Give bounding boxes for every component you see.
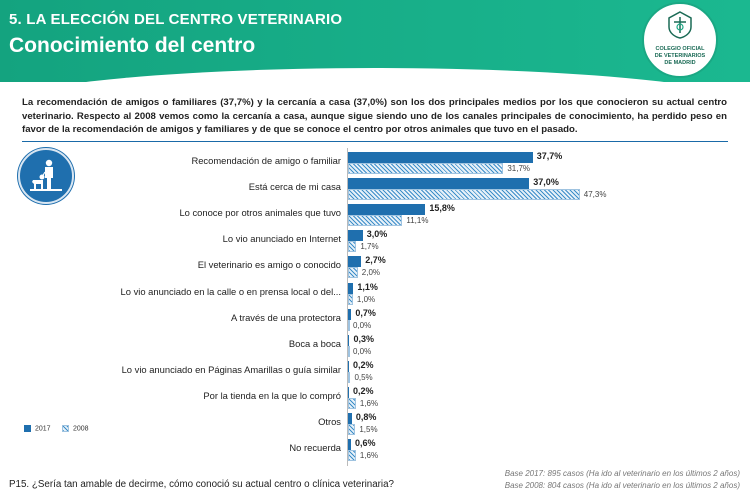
data-label-2008: 1,6% bbox=[359, 398, 379, 408]
data-label-2008: 2,0% bbox=[361, 268, 381, 278]
legend-item-2008: 2008 bbox=[62, 425, 89, 432]
bar-2008 bbox=[348, 371, 351, 383]
data-label-2017: 0,3% bbox=[353, 333, 374, 344]
category-label: Está cerca de mi casa bbox=[248, 181, 341, 193]
data-label-2008: 1,7% bbox=[360, 242, 379, 252]
data-label-2008: 0,0% bbox=[353, 346, 372, 356]
category-label: A través de una protectora bbox=[231, 311, 341, 323]
section-title: 5. LA ELECCIÓN DEL CENTRO VETERINARIO bbox=[9, 11, 343, 28]
data-label-2008: 11,1% bbox=[406, 216, 429, 226]
data-label-2008: 1,6% bbox=[359, 451, 379, 461]
bar-2017 bbox=[348, 256, 362, 268]
bar-2008 bbox=[348, 319, 350, 331]
bar-2017 bbox=[348, 282, 354, 294]
category-label: Recomendación de amigo o familiar bbox=[191, 155, 341, 166]
data-label-2017: 0,7% bbox=[355, 307, 376, 318]
bar-2017 bbox=[348, 178, 530, 190]
bar-2017 bbox=[348, 308, 352, 320]
bar-2008 bbox=[348, 397, 356, 409]
data-label-2008: 0,5% bbox=[354, 372, 373, 382]
data-label-2017: 37,7% bbox=[536, 151, 563, 161]
data-label-2017: 37,0% bbox=[533, 177, 559, 188]
category-label: Por la tienda en la que lo compró bbox=[203, 389, 341, 401]
bar-2017 bbox=[348, 439, 351, 451]
college-logo: COLEGIO OFICIAL DE VETERINARIOS DE MADRI… bbox=[642, 2, 718, 78]
data-label-2017: 0,2% bbox=[353, 359, 374, 370]
data-label-2008: 31,7% bbox=[507, 164, 531, 173]
base-note-2008: Base 2008: 804 casos (Ha ido al veterina… bbox=[504, 481, 740, 490]
bar-2017 bbox=[348, 413, 352, 424]
bar-2017 bbox=[348, 230, 363, 242]
category-label: Lo vio anunciado en Páginas Amarillas o … bbox=[121, 363, 341, 375]
header-banner: 5. LA ELECCIÓN DEL CENTRO VETERINARIO Co… bbox=[0, 0, 750, 82]
bar-2008 bbox=[348, 189, 580, 201]
page-title: Conocimiento del centro bbox=[9, 34, 256, 57]
data-label-2017: 0,2% bbox=[353, 385, 374, 396]
bar-2008 bbox=[348, 267, 358, 279]
base-note-2017: Base 2017: 895 casos (Ha ido al veterina… bbox=[504, 469, 740, 478]
category-label: Lo vio anunciado en Internet bbox=[222, 233, 341, 245]
intro-paragraph: La recomendación de amigos o familiares … bbox=[22, 97, 727, 135]
logo-text-line-2: DE VETERINARIOS bbox=[654, 53, 706, 59]
chart-axis-line bbox=[347, 148, 348, 466]
bar-2008 bbox=[348, 345, 350, 357]
data-label-2017: 15,8% bbox=[429, 203, 455, 214]
legend-label-2008: 2008 bbox=[73, 425, 89, 433]
legend-label-2017: 2017 bbox=[35, 425, 51, 433]
bar-2008 bbox=[348, 450, 356, 462]
category-label: El veterinario es amigo o conocido bbox=[197, 259, 341, 271]
category-label: Lo conoce por otros animales que tuvo bbox=[179, 207, 341, 219]
data-label-2008: 1,0% bbox=[356, 294, 376, 304]
logo-text-line-1: COLEGIO OFICIAL bbox=[655, 46, 705, 52]
category-label: No recuerda bbox=[289, 442, 341, 454]
bar-2017 bbox=[348, 152, 533, 163]
category-label: Boca a boca bbox=[288, 337, 341, 349]
category-label: Lo vio anunciado en la calle o en prensa… bbox=[120, 285, 341, 297]
data-label-2008: 47,3% bbox=[583, 190, 607, 200]
header-wave bbox=[0, 68, 750, 82]
logo-text-line-3: DE MADRID bbox=[664, 60, 696, 66]
veterinary-college-seal-icon bbox=[668, 11, 692, 39]
divider-line bbox=[22, 141, 728, 142]
data-label-2008: 0,0% bbox=[353, 320, 372, 330]
bar-2008 bbox=[348, 215, 403, 227]
survey-question: P15. ¿Sería tan amable de decirme, cómo … bbox=[9, 479, 395, 490]
person-with-dog-icon bbox=[30, 159, 62, 191]
bar-2008 bbox=[348, 424, 356, 435]
data-label-2017: 2,7% bbox=[365, 255, 386, 266]
bar-2017 bbox=[348, 360, 349, 372]
data-label-2017: 0,6% bbox=[354, 438, 376, 449]
bar-2008 bbox=[348, 293, 353, 305]
bar-2008 bbox=[348, 241, 357, 253]
bar-2017 bbox=[348, 334, 350, 346]
legend-item-2017: 2017 bbox=[24, 425, 51, 432]
bar-2008 bbox=[348, 163, 504, 174]
bar-2017 bbox=[348, 386, 349, 398]
data-label-2017: 3,0% bbox=[366, 229, 388, 240]
data-label-2008: 1,5% bbox=[359, 425, 378, 434]
bar-2017 bbox=[348, 204, 426, 216]
section-badge bbox=[18, 148, 74, 204]
data-label-2017: 0,8% bbox=[355, 412, 377, 422]
legend-swatch-2017 bbox=[24, 425, 31, 432]
legend-swatch-2008 bbox=[62, 425, 69, 432]
category-label: Otros bbox=[318, 416, 341, 427]
data-label-2017: 1,1% bbox=[357, 281, 378, 292]
